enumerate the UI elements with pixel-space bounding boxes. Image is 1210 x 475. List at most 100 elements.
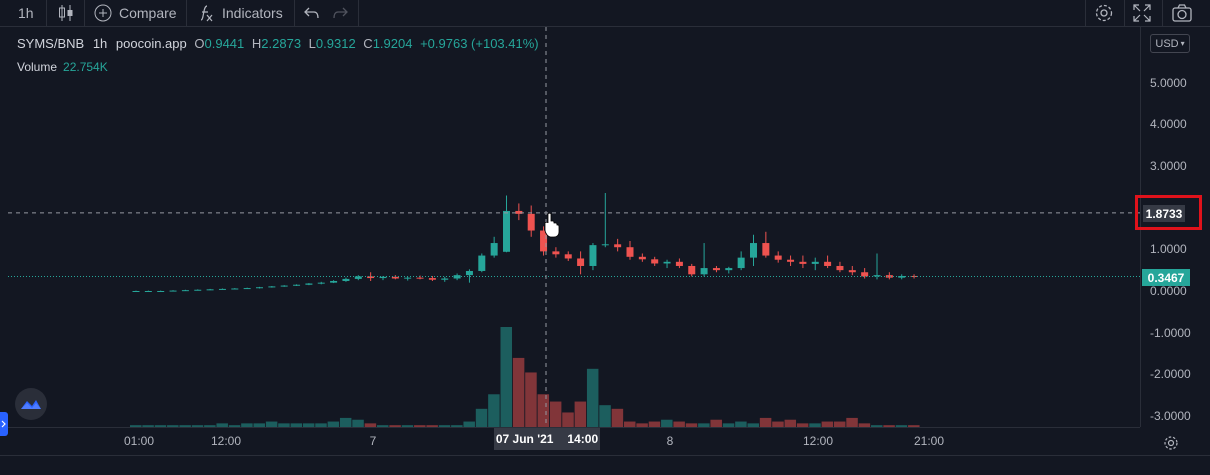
volume-bar — [228, 425, 241, 427]
candle-body — [404, 277, 412, 279]
candle-body — [465, 270, 473, 276]
time-tick-label: 7 — [369, 434, 377, 448]
volume-bar — [339, 417, 352, 427]
settings-button[interactable] — [1094, 0, 1114, 26]
volume-bar — [549, 401, 562, 427]
candle-body — [848, 270, 856, 273]
candle-body — [589, 245, 597, 266]
highlight-box — [1135, 195, 1202, 230]
candle-body — [638, 256, 646, 260]
price-tick-label: 4.0000 — [1150, 117, 1187, 132]
volume-bar — [154, 425, 167, 427]
plus-circle-icon — [94, 4, 112, 22]
legend-interval: 1h — [92, 36, 108, 51]
candle-body — [157, 291, 165, 292]
candle-body — [379, 276, 387, 279]
series-legend: SYMS/BNB 1h poocoin.app O0.9441 H2.2873 … — [17, 36, 539, 51]
chart-pane[interactable] — [8, 27, 1140, 427]
candle-body — [280, 285, 288, 287]
volume-bar — [722, 423, 735, 427]
candle-body — [231, 288, 239, 290]
time-axis[interactable] — [8, 427, 1140, 456]
toolbar-divider — [358, 0, 359, 26]
candle-body — [712, 268, 720, 271]
volume-bar — [204, 425, 216, 427]
volume-bar — [512, 357, 525, 427]
volume-bar — [735, 421, 747, 427]
indicators-button[interactable]: Indicators — [198, 0, 283, 26]
crosshair-time-label: 07 Jun '21 14:00 — [494, 428, 600, 450]
volume-bar — [809, 423, 821, 427]
interval-button[interactable]: 1h — [18, 0, 34, 26]
candle-body — [194, 289, 202, 291]
candle-body — [861, 272, 869, 277]
volume-bar — [908, 425, 920, 427]
time-tick-label: 12:00 — [802, 434, 834, 448]
candle-body — [330, 280, 338, 283]
candlestick-chart[interactable] — [8, 27, 1140, 427]
candle-body — [675, 261, 683, 266]
candle-body — [305, 283, 313, 285]
volume-bar — [624, 421, 636, 427]
volume-bar — [278, 423, 290, 427]
volume-bar — [463, 421, 475, 427]
candle-body — [577, 258, 585, 266]
price-tick-label: 3.0000 — [1150, 158, 1187, 173]
volume-bar — [302, 423, 315, 427]
candle-body — [811, 261, 819, 264]
price-tick-label: 1.0000 — [1150, 242, 1187, 257]
candle-body — [367, 276, 375, 279]
candle-body — [206, 289, 214, 291]
volume-bar — [130, 425, 142, 427]
volume-bar — [895, 425, 908, 427]
top-toolbar: 1h Compare Indicators — [0, 0, 1210, 27]
close-label: C — [363, 36, 373, 51]
volume-bar — [858, 423, 871, 427]
candle-body — [354, 276, 362, 279]
volume-bar — [167, 425, 179, 427]
volume-bar — [315, 423, 327, 427]
undo-icon — [304, 7, 319, 19]
symbol-name[interactable]: SYMS/BNB — [17, 36, 85, 51]
volume-value: 22.754K — [63, 60, 108, 74]
candle-body — [601, 244, 609, 246]
candle-body — [552, 251, 560, 255]
undo-button[interactable] — [304, 0, 320, 26]
compare-button[interactable]: Compare — [94, 0, 177, 26]
volume-bar — [216, 423, 228, 427]
volume-bar — [871, 425, 883, 427]
screenshot-button[interactable] — [1171, 0, 1193, 26]
candle-body — [144, 291, 152, 292]
last-price-label: 0.3467 — [1142, 269, 1190, 286]
chevron-right-icon — [1, 420, 6, 428]
volume-bar — [290, 423, 303, 427]
close-value: 1.9204 — [372, 36, 413, 51]
volume-bar — [500, 327, 512, 427]
time-tick-label: 21:00 — [913, 434, 945, 448]
fullscreen-button[interactable] — [1132, 0, 1152, 26]
volume-bar — [710, 419, 722, 427]
volume-bar — [253, 423, 265, 427]
change-value: +0.9763 (+103.41%) — [420, 36, 539, 51]
candles-icon — [59, 5, 73, 21]
candle-body — [478, 255, 486, 271]
redo-button[interactable] — [332, 0, 348, 26]
low-label: L — [308, 36, 316, 51]
currency-selector[interactable]: USD ▾ — [1150, 34, 1190, 53]
candles-style-button[interactable] — [58, 0, 74, 26]
volume-label[interactable]: Volume — [17, 60, 58, 74]
tradingview-logo[interactable] — [15, 388, 47, 420]
sidebar-toggle[interactable] — [0, 412, 8, 436]
candle-body — [527, 213, 535, 231]
toolbar-divider — [1124, 0, 1125, 26]
last-price-value: 0.3467 — [1147, 270, 1185, 285]
price-tick-label: -2.0000 — [1150, 367, 1191, 382]
gear-icon — [1095, 4, 1113, 22]
volume-bar — [327, 421, 340, 427]
volume-bar — [562, 412, 574, 427]
candle-body — [268, 286, 276, 288]
candle-body — [428, 278, 436, 280]
axis-settings-button[interactable] — [1163, 435, 1179, 456]
bottom-toolbar — [0, 455, 1210, 475]
toolbar-divider — [84, 0, 85, 26]
